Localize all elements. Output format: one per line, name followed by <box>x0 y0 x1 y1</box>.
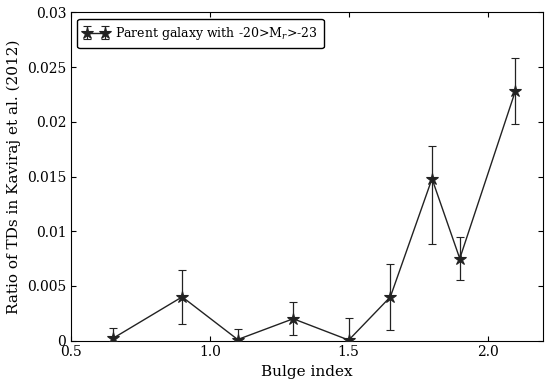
X-axis label: Bulge index: Bulge index <box>261 365 353 379</box>
Legend: Parent galaxy with -20>M$_r$>-23: Parent galaxy with -20>M$_r$>-23 <box>78 19 324 48</box>
Y-axis label: Ratio of TDs in Kaviraj et al. (2012): Ratio of TDs in Kaviraj et al. (2012) <box>7 39 21 314</box>
